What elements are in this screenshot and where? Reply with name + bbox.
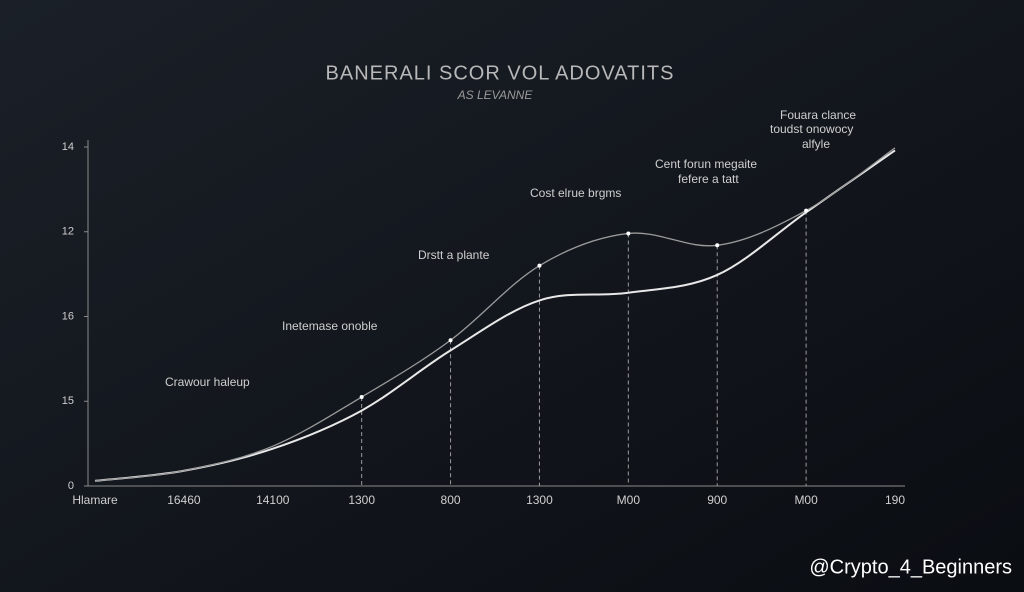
chart-subtitle: AS LEVANNE bbox=[457, 88, 534, 102]
x-tick-label: M00 bbox=[617, 493, 641, 507]
y-tick-label: 0 bbox=[68, 480, 74, 492]
x-tick-label: Hlamare bbox=[72, 493, 118, 507]
series-line bbox=[94, 149, 896, 482]
y-tick-label: 14 bbox=[62, 141, 74, 153]
x-tick-label: 190 bbox=[885, 493, 905, 507]
data-point bbox=[448, 338, 453, 343]
x-tick-label: M00 bbox=[794, 493, 818, 507]
data-point bbox=[537, 263, 542, 268]
data-point bbox=[715, 243, 720, 248]
x-tick-label: 16460 bbox=[167, 493, 201, 507]
chart-title: BANERALI SCOR VOL ADOVATITS bbox=[326, 62, 675, 84]
x-tick-label: 900 bbox=[707, 493, 727, 507]
x-tick-label: 1300 bbox=[526, 493, 553, 507]
annotation: alfyle bbox=[802, 137, 830, 151]
series-line bbox=[94, 147, 896, 482]
y-tick-label: 15 bbox=[62, 395, 74, 407]
y-tick-label: 12 bbox=[62, 226, 74, 238]
x-tick-label: 800 bbox=[441, 493, 461, 507]
annotation: Cost elrue brgms bbox=[530, 186, 621, 200]
data-point bbox=[626, 231, 631, 236]
annotation: toudst onowocy bbox=[770, 122, 853, 136]
x-tick-label: 1300 bbox=[348, 493, 375, 507]
watermark: @Crypto_4_Beginners bbox=[809, 556, 1012, 578]
annotation: fefere a tatt bbox=[678, 172, 739, 186]
annotation: Crawour haleup bbox=[165, 375, 250, 389]
annotation: Drstt a plante bbox=[418, 248, 490, 262]
annotation: Fouara clance bbox=[780, 108, 856, 122]
x-tick-label: 14100 bbox=[256, 493, 290, 507]
data-point bbox=[804, 208, 809, 213]
annotation: Inetemase onoble bbox=[282, 319, 378, 333]
data-point bbox=[359, 395, 364, 400]
annotation: Cent forun megaite bbox=[655, 157, 757, 171]
y-tick-label: 16 bbox=[62, 310, 74, 322]
